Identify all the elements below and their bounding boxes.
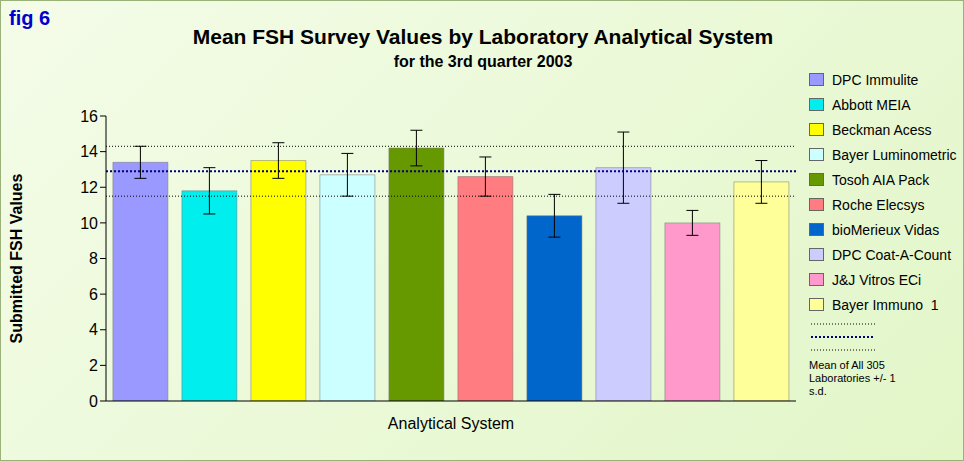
svg-text:8: 8 (89, 250, 98, 267)
svg-text:2: 2 (89, 357, 98, 374)
html-text:Bayer Immuno 1: Bayer Immuno 1 (832, 296, 939, 313)
html-text:DPC Immulite: DPC Immulite (832, 71, 919, 88)
svg-text:0: 0 (89, 393, 98, 410)
html-text:Bayer Luminometric: Bayer Luminometric (832, 146, 957, 163)
svg-text:6: 6 (89, 286, 98, 303)
svg-text:10: 10 (80, 215, 98, 232)
html-text:fig 6: fig 6 (9, 7, 51, 29)
html-text:Mean of All 305 Laboratories +: Mean of All 305 Laboratories +/- 1 s.d. (809, 359, 896, 397)
html-text:Abbott MEIA: Abbott MEIA (832, 96, 911, 113)
svg-text:Submitted FSH Values: Submitted FSH Values (8, 173, 25, 343)
html-text:Tosoh AIA Pack: Tosoh AIA Pack (832, 171, 930, 188)
svg-text:12: 12 (80, 179, 98, 196)
svg-text:4: 4 (89, 321, 98, 338)
svg-text:14: 14 (80, 143, 98, 160)
svg-text:Analytical System: Analytical System (388, 415, 514, 432)
html-text:Mean FSH Survey Values by Labo: Mean FSH Survey Values by Laboratory Ana… (192, 25, 774, 48)
html-text:for the 3rd quarter 2003: for the 3rd quarter 2003 (393, 53, 573, 70)
svg-text:16: 16 (80, 108, 98, 125)
html-text:Roche Elecsys: Roche Elecsys (832, 196, 925, 213)
html-text:Beckman Acess: Beckman Acess (832, 121, 932, 138)
html-text:DPC Coat-A-Count: DPC Coat-A-Count (832, 246, 951, 263)
html-text:bioMerieux Vidas: bioMerieux Vidas (832, 221, 940, 238)
html-text:J&J Vitros ECi: J&J Vitros ECi (832, 271, 922, 288)
